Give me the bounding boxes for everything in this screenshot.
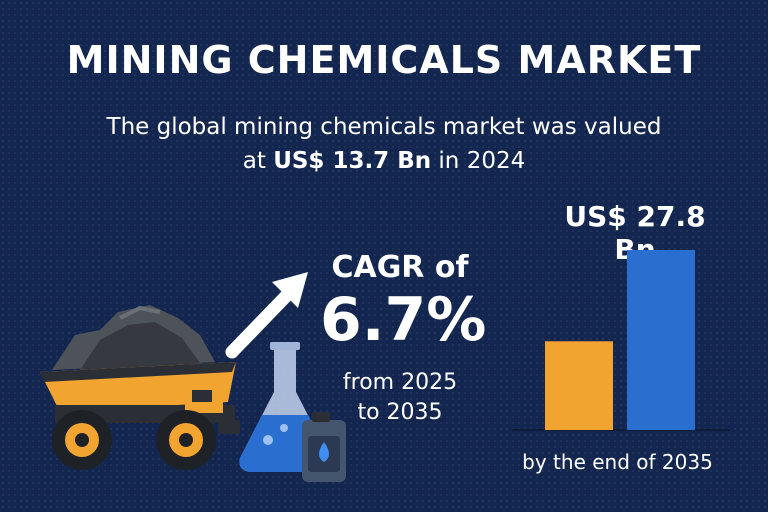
market-value-2035: US$ 27.8 Bn <box>564 200 706 266</box>
subtitle-prefix: at <box>242 148 274 174</box>
subtitle-line-1: The global mining chemicals market was v… <box>106 114 662 140</box>
chart-caption: by the end of 2035 <box>522 450 713 474</box>
cagr-period: from 2025 to 2035 <box>320 368 480 428</box>
mining-truck-icon <box>40 362 240 470</box>
cagr-period-end: to 2035 <box>357 400 443 425</box>
subtitle-line-2: at US$ 13.7 Bn in 2024 <box>0 144 768 178</box>
subtitle-suffix: in 2024 <box>431 148 526 174</box>
cagr-value: 6.7% <box>320 285 487 355</box>
subtitle: The global mining chemicals market was v… <box>0 110 768 178</box>
growth-arrow-icon <box>225 272 308 359</box>
market-value-2024: US$ 13.7 Bn <box>273 148 432 174</box>
cagr-period-start: from 2025 <box>342 370 458 395</box>
ore-pile-icon <box>52 305 215 370</box>
cagr-label: CAGR of <box>331 250 469 285</box>
bar-2035 <box>627 250 695 430</box>
bar-2024 <box>545 341 613 430</box>
page-title: MINING CHEMICALS MARKET <box>66 38 702 82</box>
chemical-canister-icon <box>302 412 346 482</box>
